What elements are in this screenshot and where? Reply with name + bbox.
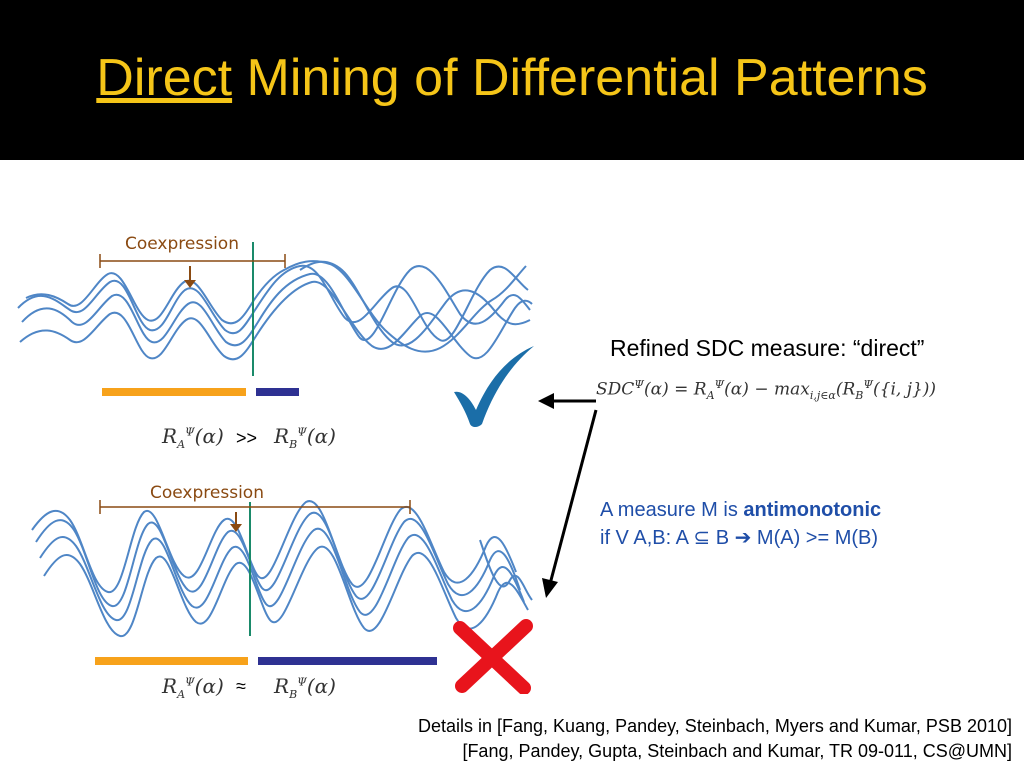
top-rb-formula: RBΨ(α) — [274, 424, 336, 451]
sdc-heading: Refined SDC measure: “direct” — [610, 335, 925, 361]
subset-symbol: ⊆ — [693, 527, 711, 549]
reference-line-2: [Fang, Pandey, Gupta, Steinbach and Kuma… — [462, 741, 1012, 761]
bottom-gene-waves — [31, 500, 533, 638]
checkmark-icon — [454, 346, 534, 427]
top-orange-bar — [102, 388, 246, 396]
antimonotonic-keyword: antimonotonic — [743, 499, 882, 521]
implies-arrow-icon: ➔ — [734, 527, 752, 549]
title-rest: Mining of Differential Patterns — [232, 49, 928, 107]
reference-line-1: Details in [Fang, Kuang, Pandey, Steinba… — [417, 716, 1012, 736]
top-relation: >> — [236, 428, 258, 448]
bottom-ra-formula: RAΨ(α) — [162, 674, 224, 701]
references: Details in [Fang, Kuang, Pandey, Steinba… — [418, 714, 1012, 764]
antimonotonic-definition: A measure M is antimonotonic if V A,B: A… — [600, 496, 881, 552]
bottom-relation: ≈ — [236, 676, 246, 696]
top-coexpression-label: Coexpression — [125, 234, 239, 254]
title-emphasis: Direct — [96, 49, 233, 107]
bottom-coexpression-label: Coexpression — [150, 483, 264, 503]
definition-line-2: if V A,B: A ⊆ B ➔ M(A) >= M(B) — [600, 527, 879, 549]
bottom-rb-formula: RBΨ(α) — [274, 674, 336, 701]
slide-title: Direct Mining of Differential Patterns — [0, 48, 1024, 108]
bottom-expression-figure — [31, 500, 533, 665]
title-bar — [0, 0, 1024, 160]
sdc-formula: SDCΨ(α) = RAΨ(α) − maxi,j∈α(RBΨ({i, j})) — [596, 378, 937, 403]
pointer-arrows — [538, 393, 598, 598]
top-expression-figure — [17, 242, 533, 396]
top-navy-bar — [256, 388, 299, 396]
bottom-orange-bar — [95, 657, 248, 665]
definition-line-1: A measure M is antimonotonic — [600, 499, 882, 521]
bottom-navy-bar — [258, 657, 437, 665]
top-ra-formula: RAΨ(α) — [162, 424, 224, 451]
cross-icon — [453, 619, 533, 694]
